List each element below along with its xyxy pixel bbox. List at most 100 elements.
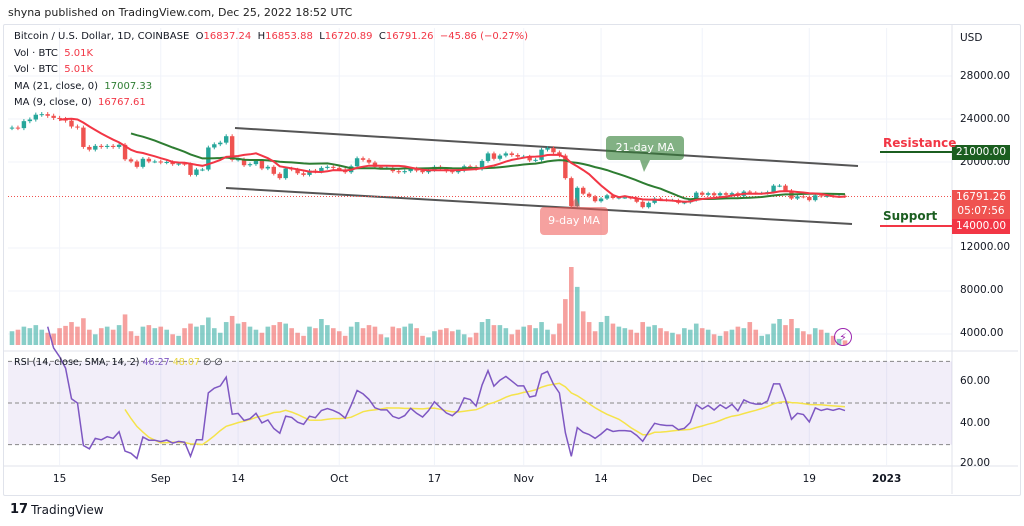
volume-bar [741,328,747,345]
volume-bar [551,334,556,345]
volume-bar [634,332,640,345]
volume-bar [515,329,521,345]
candle-body [497,155,503,159]
rsi-empty-1: ∅ [202,357,212,368]
volume-bar [664,331,669,345]
candle-body [533,159,538,161]
candle-body [819,195,824,197]
volume-bar [592,331,598,345]
candle-body [717,193,723,196]
brand-name: TradingView [31,502,104,517]
volume-bar [824,332,830,345]
volume-bar [110,329,116,345]
rsi-label: RSI (14, close, SMA, 14, 2) [14,357,140,368]
volume-bar [301,335,306,345]
candle-body [807,196,812,201]
volume-bar [265,326,271,345]
high-value: 16853.88 [265,31,313,42]
candle-body [598,198,604,202]
low-label: L [319,31,325,42]
last-price-label: 16791.26 05:07:56 [952,190,1010,219]
candle-body [81,127,86,147]
volume-bar [390,326,396,345]
candle-body [360,158,366,160]
volume-bar [830,335,836,345]
volume-bar [676,334,681,345]
volume-bar [408,323,413,345]
candle-body [586,193,592,197]
ma21-callout: 21-day MA [606,136,684,160]
volume-bar [75,326,80,345]
tradingview-logo[interactable]: 17 TradingView [10,502,104,517]
volume-bar [420,335,425,345]
candle-body [700,192,705,195]
candle-body [57,117,62,119]
open-value: 16837.24 [203,31,252,42]
candle-body [105,145,110,147]
volume-bar [711,334,717,345]
candle-body [610,195,616,199]
volume-bar [93,334,98,345]
ma21-label: MA (21, close, 0) [14,81,99,92]
volume-bar [259,332,265,345]
volume-bar [319,319,324,345]
volume-bar [396,328,402,345]
volume-bar [194,326,199,345]
candle-body [682,202,687,204]
price-tick: 28000.00 [960,70,1011,82]
price-tick: 8000.00 [960,284,1004,296]
volume-bar [539,322,544,345]
close-value: 16791.26 [385,31,434,42]
time-tick: Dec [692,473,713,485]
volume-bar [229,315,235,345]
volume-bar [325,325,330,345]
candle-body [21,121,27,129]
volume-bar [527,325,532,345]
candle-body [354,158,360,167]
candle-body [604,195,610,199]
lightning-icon[interactable]: ⚡ [834,328,852,346]
volume-bar [283,323,288,345]
volume-bar [378,334,384,345]
volume-bar [69,322,74,345]
volume-bar [801,331,806,345]
time-tick: Nov [513,473,534,485]
rsi-tick: 20.00 [960,457,991,466]
volume-bar [63,325,68,345]
volume-bar [313,328,318,345]
volume-bar [729,329,735,345]
volume-bar [98,328,104,345]
ma21-value: 17007.33 [104,81,153,92]
volume-bar [777,319,782,345]
candle-body [128,159,134,162]
volume-bar [87,329,92,345]
candle-body [93,145,98,150]
volume-legend-2: Vol · BTC 5.01K [14,64,93,75]
time-tick: 2023 [872,473,902,485]
vol-value: 5.01K [64,64,94,75]
publisher-header: shyna published on TradingView.com, Dec … [8,6,353,19]
candle-body [569,178,574,207]
volume-bar [461,334,467,345]
volume-bar [182,328,187,345]
volume-bar [9,331,15,345]
candle-body [539,149,544,160]
ma21-legend: MA (21, close, 0) 17007.33 [14,81,152,92]
candle-body [212,144,217,148]
volume-bar [658,328,663,345]
ma9-callout-pointer [570,197,580,207]
resistance-label: Resistance [883,136,957,150]
volume-bar [342,335,348,345]
candle-body [27,119,33,122]
time-tick: 19 [802,473,816,485]
candle-body [705,193,711,195]
ma9-legend: MA (9, close, 0) 16767.61 [14,97,146,108]
candle-body [575,187,580,207]
candle-body [396,171,401,173]
time-tick: 17 [427,473,442,485]
candle-body [265,166,271,169]
volume-bar [604,315,610,345]
candle-body [563,155,568,179]
candle-body [158,161,163,163]
